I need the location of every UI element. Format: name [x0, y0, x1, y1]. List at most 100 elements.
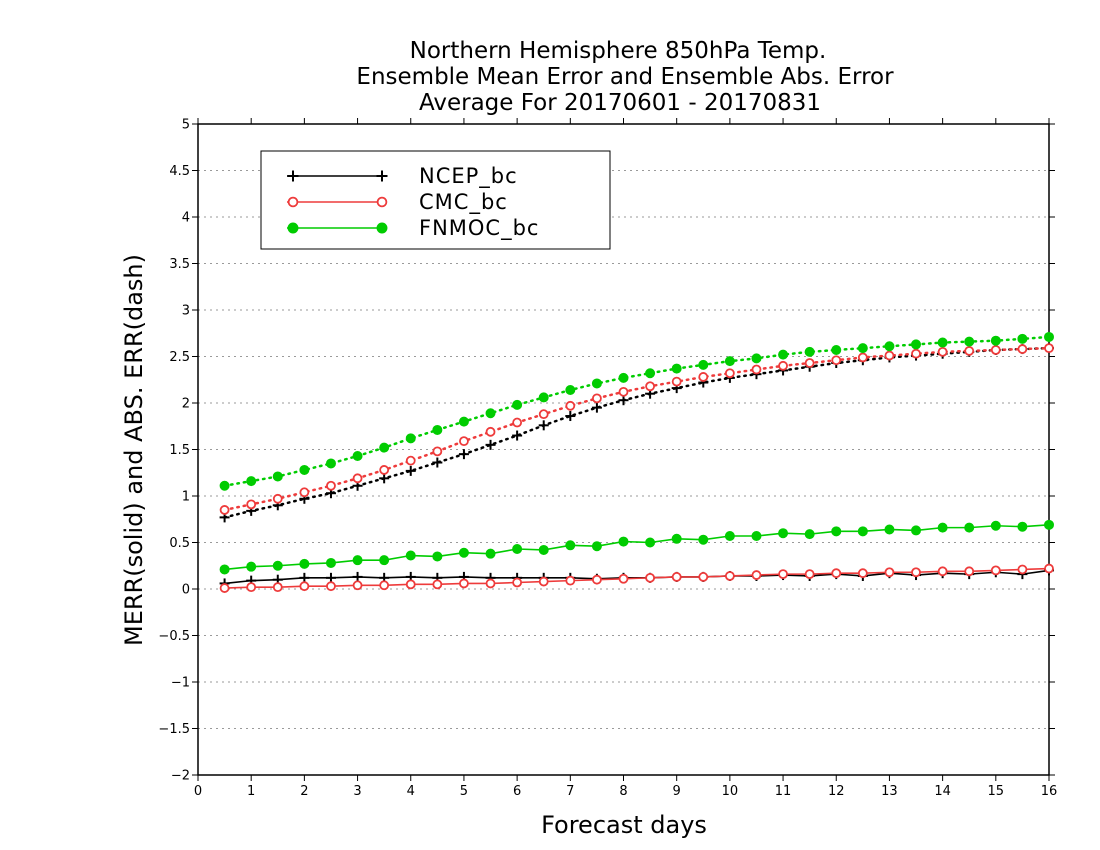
- merr-point-cmc-bc: [857, 568, 868, 579]
- abs-err-point-ncep-bc: [618, 395, 629, 406]
- merr-point-fnmoc-bc: [432, 551, 443, 562]
- abs-err-point-fnmoc-bc: [911, 339, 922, 350]
- abs-err-point-cmc-bc: [990, 345, 1001, 355]
- abs-err-point-cmc-bc: [778, 360, 788, 371]
- y-tick-label: 0: [182, 583, 190, 598]
- abs-err-point-ncep-bc: [591, 402, 602, 413]
- abs-err-point-ncep-bc: [565, 411, 576, 422]
- merr-point-cmc-bc: [1044, 563, 1054, 574]
- abs-err-point-fnmoc-bc: [538, 392, 549, 403]
- merr-point-fnmoc-bc: [698, 534, 709, 545]
- abs-err-point-cmc-bc: [326, 480, 336, 491]
- abs-err-point-ncep-bc: [379, 473, 390, 484]
- merr-point-cmc-bc: [326, 581, 336, 592]
- x-tick-label: 12: [828, 784, 845, 799]
- abs-err-point-cmc-bc: [884, 350, 895, 361]
- abs-err-point-ncep-bc: [538, 420, 549, 431]
- merr-point-cmc-bc: [724, 571, 735, 581]
- merr-point-fnmoc-bc: [246, 561, 257, 572]
- merr-point-cmc-bc: [379, 580, 390, 591]
- abs-err-point-cmc-bc: [352, 473, 363, 484]
- abs-err-point-fnmoc-bc: [671, 363, 682, 374]
- merr-point-fnmoc-bc: [405, 550, 416, 561]
- y-tick-label: 4: [182, 211, 190, 226]
- merr-point-cmc-bc: [698, 572, 709, 582]
- merr-point-cmc-bc: [272, 582, 283, 593]
- legend-box: [260, 150, 611, 250]
- abs-err-point-cmc-bc: [964, 346, 975, 356]
- merr-point-cmc-bc: [1017, 564, 1028, 575]
- x-tick-label: 14: [934, 784, 951, 799]
- abs-err-point-cmc-bc: [432, 446, 443, 457]
- abs-err-point-cmc-bc: [565, 400, 576, 411]
- abs-err-point-fnmoc-bc: [857, 343, 868, 354]
- abs-err-point-cmc-bc: [1044, 343, 1054, 354]
- legend-label: FNMOC_bc: [419, 216, 539, 241]
- y-tick-label: 0.5: [169, 536, 190, 551]
- abs-err-point-cmc-bc: [246, 499, 257, 510]
- x-axis-label: Forecast days: [541, 811, 707, 839]
- abs-err-point-fnmoc-bc: [325, 458, 336, 469]
- merr-point-cmc-bc: [565, 575, 576, 586]
- abs-err-point-cmc-bc: [219, 505, 230, 515]
- merr-point-fnmoc-bc: [911, 525, 922, 536]
- abs-err-point-fnmoc-bc: [884, 341, 895, 352]
- abs-err-point-cmc-bc: [671, 376, 682, 387]
- y-axis-label: MERR(solid) and ABS. ERR(dash): [120, 254, 148, 646]
- y-tick-label: −2: [171, 769, 190, 784]
- merr-point-cmc-bc: [778, 569, 788, 580]
- x-tick-label: 11: [775, 784, 792, 799]
- abs-err-point-ncep-bc: [405, 465, 416, 476]
- y-tick-label: 2: [182, 397, 190, 412]
- merr-point-fnmoc-bc: [831, 526, 842, 537]
- merr-point-fnmoc-bc: [857, 526, 868, 537]
- abs-err-point-cmc-bc: [911, 348, 921, 359]
- x-tick-label: 16: [1041, 784, 1058, 799]
- merr-point-cmc-bc: [485, 578, 496, 589]
- grid: [198, 170, 1049, 729]
- x-tick-label: 7: [566, 784, 574, 799]
- abs-err-point-ncep-bc: [485, 439, 496, 450]
- abs-err-point-cmc-bc: [379, 465, 390, 475]
- series-cmc-bc: [219, 343, 1054, 593]
- x-tick-label: 5: [460, 784, 468, 799]
- series-layer: [219, 331, 1054, 593]
- legend-marker: [376, 170, 388, 182]
- abs-err-point-cmc-bc: [299, 487, 310, 498]
- merr-point-cmc-bc: [352, 580, 363, 591]
- abs-err-point-cmc-bc: [485, 426, 496, 437]
- abs-err-point-fnmoc-bc: [1044, 331, 1054, 342]
- merr-point-cmc-bc: [804, 569, 815, 580]
- merr-point-fnmoc-bc: [1017, 521, 1028, 532]
- merr-point-cmc-bc: [831, 568, 842, 579]
- merr-point-fnmoc-bc: [458, 547, 469, 558]
- abs-err-point-fnmoc-bc: [458, 416, 469, 427]
- y-tick-label: 5: [182, 118, 190, 133]
- abs-err-point-fnmoc-bc: [937, 337, 948, 348]
- abs-err-point-ncep-bc: [432, 457, 443, 468]
- merr-point-cmc-bc: [751, 570, 762, 580]
- abs-err-point-fnmoc-bc: [299, 464, 310, 475]
- merr-point-fnmoc-bc: [485, 548, 496, 559]
- title-line-3: Average For 20170601 - 20170831: [419, 90, 821, 116]
- y-tick-label: 3: [182, 304, 190, 319]
- merr-point-fnmoc-bc: [724, 530, 735, 541]
- merr-point-fnmoc-bc: [299, 558, 310, 569]
- legend-marker: [376, 196, 388, 208]
- y-tick-label: −1: [171, 676, 190, 691]
- chart-title: Northern Hemisphere 850hPa Temp. Ensembl…: [356, 38, 894, 116]
- y-axis-ticks: −2 −1.5 −1 −0.5 0 0.5 1 1.5 2 2.5 3 3.5 4 4.5 5: [158, 118, 1055, 784]
- abs-err-point-fnmoc-bc: [379, 442, 390, 453]
- legend-marker: [287, 222, 299, 234]
- merr-point-fnmoc-bc: [990, 520, 1001, 531]
- merr-point-cmc-bc: [884, 567, 895, 578]
- merr-point-cmc-bc: [645, 572, 655, 583]
- x-tick-label: 0: [194, 784, 202, 799]
- x-tick-label: 2: [300, 784, 308, 799]
- merr-point-cmc-bc: [432, 579, 443, 590]
- abs-err-point-cmc-bc: [1017, 344, 1028, 354]
- abs-err-point-fnmoc-bc: [246, 476, 257, 487]
- abs-err-point-cmc-bc: [831, 355, 842, 366]
- abs-err-point-cmc-bc: [857, 352, 868, 363]
